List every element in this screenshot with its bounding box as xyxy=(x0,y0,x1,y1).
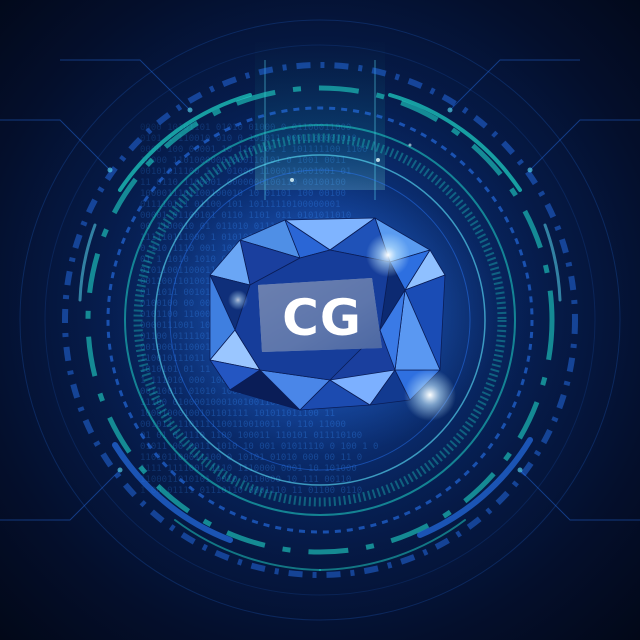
logo-text: CG xyxy=(282,289,362,347)
